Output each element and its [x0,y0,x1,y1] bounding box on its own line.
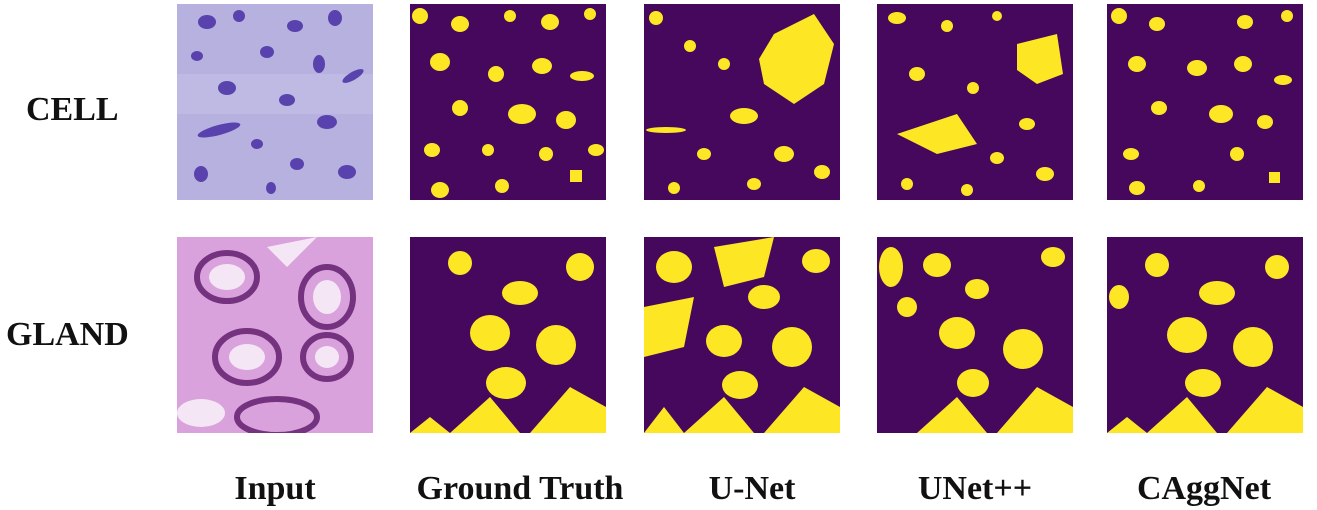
cell-input-image [177,4,373,200]
gland-unetplusplus-mask [877,237,1073,433]
column-label-caggnet: CAggNet [1136,470,1272,507]
gland-caggnet-mask [1107,237,1303,433]
gland-input-image [177,237,373,433]
column-label-input: Input [234,470,316,507]
column-label-unetplusplus: UNet++ [917,470,1033,507]
cell-ground-truth-mask [410,4,606,200]
column-label-unet: U-Net [708,470,796,507]
row-label-gland: GLAND [6,316,129,353]
cell-unet-mask [644,4,840,200]
row-label-cell: CELL [26,91,119,128]
gland-ground-truth-mask [410,237,606,433]
column-label-ground-truth: Ground Truth [416,470,624,507]
gland-unet-mask [644,237,840,433]
cell-caggnet-mask [1107,4,1303,200]
cell-unetplusplus-mask [877,4,1073,200]
